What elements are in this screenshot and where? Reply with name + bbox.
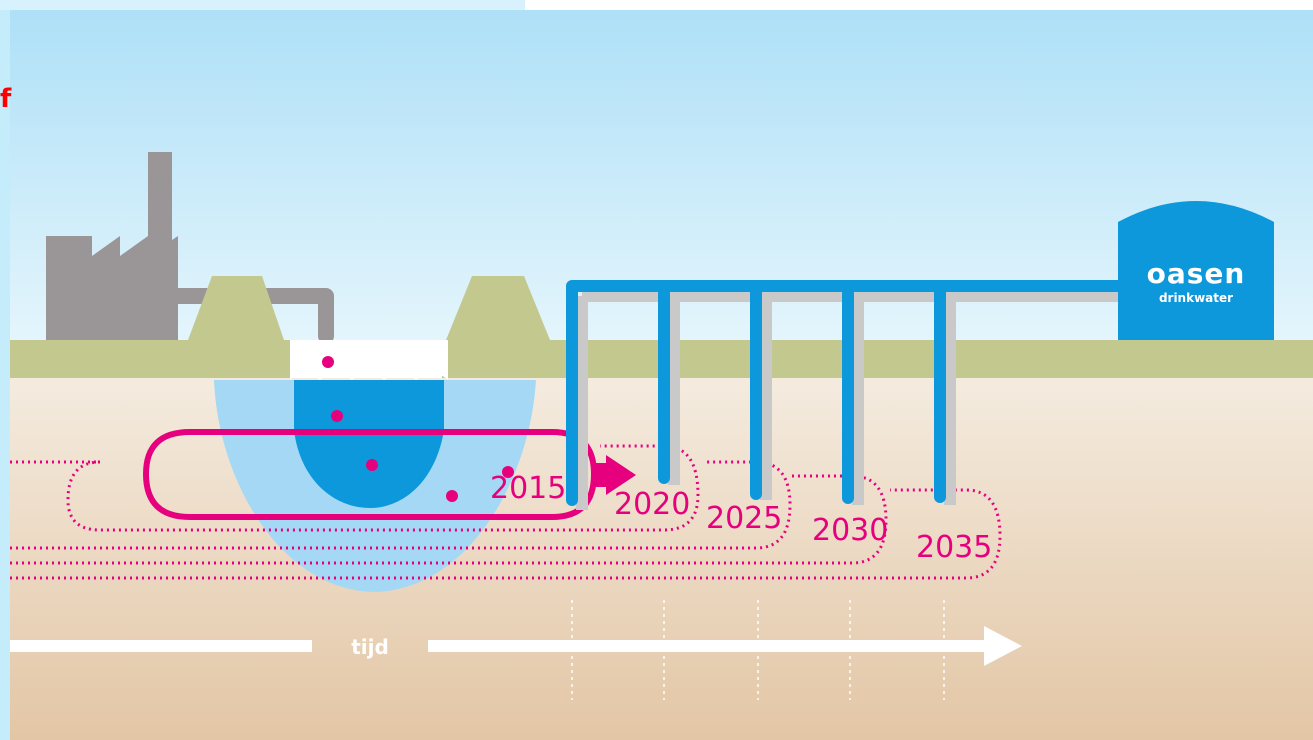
time-arrow-right bbox=[428, 640, 990, 652]
left-border bbox=[0, 10, 10, 740]
dyke-left bbox=[188, 276, 284, 340]
brand-tagline: drinkwater bbox=[1159, 291, 1233, 305]
pollution-capsule bbox=[142, 429, 598, 520]
oasen-water-tank: oasen drinkwater bbox=[1118, 201, 1274, 340]
year-label: 2020 bbox=[614, 487, 690, 522]
time-label: tijd bbox=[351, 635, 389, 659]
year-label: 2035 bbox=[916, 530, 992, 565]
year-label: 2030 bbox=[812, 513, 888, 548]
extraction-pipes bbox=[566, 280, 1136, 506]
time-arrow-head bbox=[984, 626, 1022, 666]
well-shadows bbox=[576, 290, 1130, 510]
year-label: 2025 bbox=[706, 501, 782, 536]
cropped-heading-letter: f bbox=[0, 84, 12, 114]
dyke-right bbox=[446, 276, 550, 340]
pollution-dot bbox=[446, 490, 458, 502]
pollution-dot bbox=[366, 459, 378, 471]
time-arrow: tijd bbox=[10, 626, 1022, 666]
brand-logo: oasen bbox=[1147, 257, 1246, 290]
soil bbox=[0, 378, 1313, 740]
pollution-particles bbox=[322, 356, 514, 502]
lake-waves bbox=[290, 340, 448, 380]
time-arrow-left bbox=[10, 640, 312, 652]
pollution-dot bbox=[331, 410, 343, 422]
top-margin bbox=[0, 0, 1313, 10]
year-label: 2015 bbox=[490, 471, 566, 506]
lake-water bbox=[294, 380, 444, 508]
pollution-dot bbox=[502, 466, 514, 478]
pollution-dot bbox=[322, 356, 334, 368]
tank-body bbox=[1118, 201, 1274, 340]
capture-zone-2025 bbox=[10, 474, 888, 565]
direction-arrow bbox=[594, 455, 636, 495]
capture-zone-2030 bbox=[10, 488, 1002, 580]
capture-zones bbox=[10, 444, 1002, 580]
factory-roof bbox=[46, 236, 178, 342]
